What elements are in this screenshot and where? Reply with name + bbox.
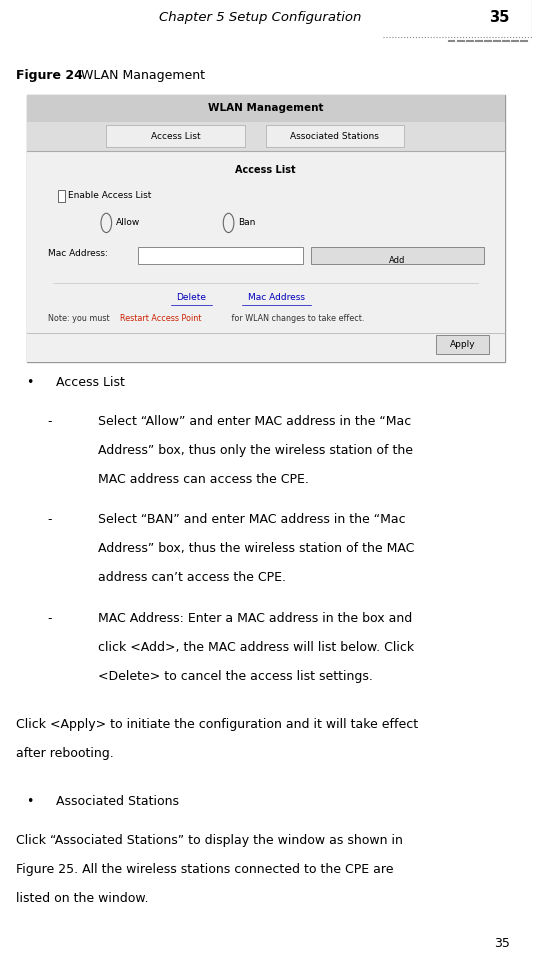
Text: Click <Apply> to initiate the configuration and it will take effect: Click <Apply> to initiate the configurat…	[16, 718, 418, 731]
Text: •: •	[27, 795, 34, 808]
Text: -: -	[48, 513, 52, 526]
Text: <Delete> to cancel the access list settings.: <Delete> to cancel the access list setti…	[98, 670, 373, 682]
FancyBboxPatch shape	[27, 151, 505, 362]
FancyBboxPatch shape	[27, 95, 505, 122]
Text: WLAN Management: WLAN Management	[208, 103, 324, 113]
Text: Select “BAN” and enter MAC address in the “Mac: Select “BAN” and enter MAC address in th…	[98, 513, 406, 526]
Text: Restart Access Point: Restart Access Point	[119, 314, 201, 323]
Text: Address” box, thus only the wireless station of the: Address” box, thus only the wireless sta…	[98, 444, 413, 456]
Text: Click “Associated Stations” to display the window as shown in: Click “Associated Stations” to display t…	[16, 834, 403, 846]
Text: Associated Stations: Associated Stations	[290, 131, 379, 141]
Text: for WLAN changes to take effect.: for WLAN changes to take effect.	[229, 314, 364, 323]
Text: Mac Address: Mac Address	[248, 292, 305, 302]
Text: Note: you must: Note: you must	[48, 314, 112, 323]
FancyBboxPatch shape	[436, 335, 489, 354]
Text: Chapter 5 Setup Configuration: Chapter 5 Setup Configuration	[159, 11, 361, 24]
Text: •: •	[27, 376, 34, 389]
Text: Add: Add	[389, 256, 406, 265]
Text: Ban: Ban	[238, 218, 255, 228]
Text: Address” box, thus the wireless station of the MAC: Address” box, thus the wireless station …	[98, 542, 415, 555]
Text: click <Add>, the MAC address will list below. Click: click <Add>, the MAC address will list b…	[98, 641, 415, 653]
Text: Allow: Allow	[116, 218, 140, 228]
FancyBboxPatch shape	[266, 125, 404, 147]
Text: Access List: Access List	[151, 131, 200, 141]
Text: Access List: Access List	[236, 165, 296, 175]
Text: Select “Allow” and enter MAC address in the “Mac: Select “Allow” and enter MAC address in …	[98, 415, 411, 427]
FancyBboxPatch shape	[27, 95, 505, 362]
Text: 35: 35	[495, 937, 510, 951]
FancyBboxPatch shape	[59, 190, 65, 202]
Text: after rebooting.: after rebooting.	[16, 747, 114, 759]
Text: listed on the window.: listed on the window.	[16, 892, 149, 904]
FancyBboxPatch shape	[311, 247, 484, 264]
Text: Figure 25. All the wireless stations connected to the CPE are: Figure 25. All the wireless stations con…	[16, 863, 393, 875]
Text: -: -	[48, 612, 52, 624]
FancyBboxPatch shape	[27, 122, 505, 151]
Text: Figure 24: Figure 24	[16, 69, 83, 82]
Text: Mac Address:: Mac Address:	[48, 249, 108, 259]
Text: WLAN Management: WLAN Management	[77, 69, 205, 82]
Text: address can’t access the CPE.: address can’t access the CPE.	[98, 571, 286, 584]
Text: -: -	[48, 415, 52, 427]
Text: Apply: Apply	[450, 340, 475, 349]
Text: Enable Access List: Enable Access List	[68, 191, 151, 201]
FancyBboxPatch shape	[138, 247, 303, 264]
Text: MAC address can access the CPE.: MAC address can access the CPE.	[98, 473, 309, 485]
FancyBboxPatch shape	[106, 125, 245, 147]
Text: 35: 35	[489, 10, 510, 25]
Text: MAC Address: Enter a MAC address in the box and: MAC Address: Enter a MAC address in the …	[98, 612, 413, 624]
Text: Access List: Access List	[56, 376, 125, 389]
Text: Associated Stations: Associated Stations	[56, 795, 179, 808]
Text: Delete: Delete	[176, 292, 206, 302]
